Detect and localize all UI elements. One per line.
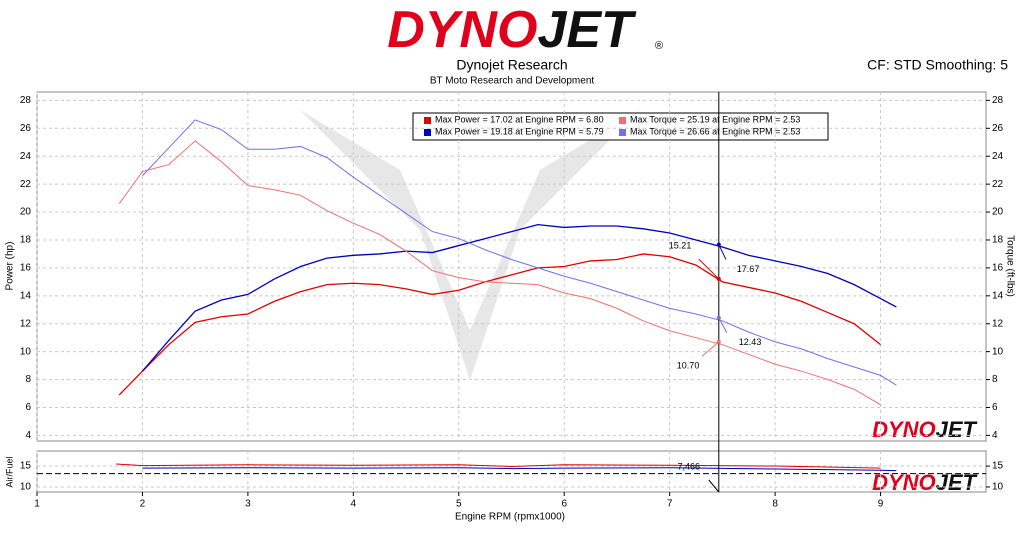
y2-tick-label: 4 (992, 430, 998, 441)
series-line (142, 119, 897, 386)
y-tick-label: 26 (20, 123, 32, 134)
legend-label: Max Power = 17.02 at Engine RPM = 6.80 (435, 114, 604, 124)
logo-mark: ® (655, 40, 663, 52)
x-tick-label: 6 (561, 499, 567, 510)
y2-tick-label: 15 (992, 461, 1004, 472)
settings: CF: STD Smoothing: 5 (867, 57, 1008, 73)
y-tick-label: 14 (20, 290, 32, 301)
y-tick-label: 10 (20, 482, 32, 493)
y2-axis-label: Torque (ft-lbs) (1004, 235, 1015, 297)
x-tick-label: 2 (140, 499, 146, 510)
x-tick-label: 3 (245, 499, 251, 510)
readout-arrow (718, 317, 728, 333)
legend-swatch (424, 129, 431, 136)
watermark-part: JET (936, 417, 978, 442)
logo-part: DYNO (387, 1, 537, 59)
legend-swatch (619, 129, 626, 136)
y-tick-label: 24 (20, 151, 32, 162)
legend-swatch (424, 117, 431, 124)
y-tick-label: 16 (20, 263, 32, 274)
y-tick-label: 20 (20, 207, 32, 218)
subtitle: BT Moto Research and Development (430, 76, 595, 87)
cursor-label: 7,466 (678, 461, 701, 471)
x-tick-label: 1 (34, 499, 40, 510)
x-tick-label: 5 (456, 499, 462, 510)
y2-tick-label: 20 (992, 207, 1004, 218)
readout-label: 12.43 (739, 337, 762, 347)
logo-part: JET (537, 1, 637, 59)
y2-tick-label: 16 (992, 263, 1004, 274)
y2-tick-label: 26 (992, 123, 1004, 134)
readout-label: 15.21 (669, 240, 692, 250)
y-tick-label: 10 (20, 346, 32, 357)
y-tick-label: 8 (25, 374, 31, 385)
y2-tick-label: 14 (992, 290, 1004, 301)
y2-tick-label: 22 (992, 179, 1004, 190)
y-axis-label: Power (hp) (5, 242, 16, 291)
watermark-text: DYNOJET (872, 417, 977, 442)
y2-tick-label: 12 (992, 318, 1004, 329)
x-axis-label: Engine RPM (rpmx1000) (455, 512, 565, 523)
x-tick-label: 4 (351, 499, 357, 510)
plot-frame (36, 91, 987, 442)
afr-axis-label: Air/Fuel (4, 456, 14, 487)
legend-swatch (619, 117, 626, 124)
y2-tick-label: 24 (992, 151, 1004, 162)
y-tick-label: 6 (25, 402, 31, 413)
series-line (142, 467, 897, 472)
series-line (118, 253, 881, 396)
readout-arrow (698, 258, 720, 280)
title: Dynojet Research (456, 57, 567, 73)
cursor-arrow (708, 479, 720, 493)
y2-tick-label: 10 (992, 346, 1004, 357)
y-tick-label: 12 (20, 318, 32, 329)
y-tick-label: 15 (20, 461, 32, 472)
y2-tick-label: 8 (992, 374, 998, 385)
y2-tick-label: 18 (992, 235, 1004, 246)
afr-frame (36, 450, 987, 493)
readout-arrow (701, 341, 720, 357)
watermark-part: DYNO (872, 417, 936, 442)
series-line (116, 463, 881, 469)
y2-tick-label: 6 (992, 402, 998, 413)
x-tick-label: 8 (772, 499, 778, 510)
legend-label: Max Torque = 26.66 at Engine RPM = 2.53 (630, 126, 800, 136)
series-line (141, 223, 897, 372)
y2-tick-label: 10 (992, 482, 1004, 493)
y-tick-label: 4 (25, 430, 31, 441)
series-line (118, 140, 881, 406)
legend-label: Max Torque = 25.19 at Engine RPM = 2.53 (630, 114, 800, 124)
watermark (300, 110, 640, 380)
readout-label: 10.70 (677, 360, 700, 370)
logo: DYNOJET (387, 1, 637, 59)
x-tick-label: 7 (667, 499, 673, 510)
y-tick-label: 22 (20, 179, 32, 190)
y2-tick-label: 28 (992, 95, 1004, 106)
readout-arrow (718, 244, 727, 260)
readout-label: 17.67 (737, 264, 760, 274)
y-tick-label: 18 (20, 235, 32, 246)
legend-label: Max Power = 19.18 at Engine RPM = 5.79 (435, 126, 604, 136)
y-tick-label: 28 (20, 95, 32, 106)
x-tick-label: 9 (878, 499, 884, 510)
